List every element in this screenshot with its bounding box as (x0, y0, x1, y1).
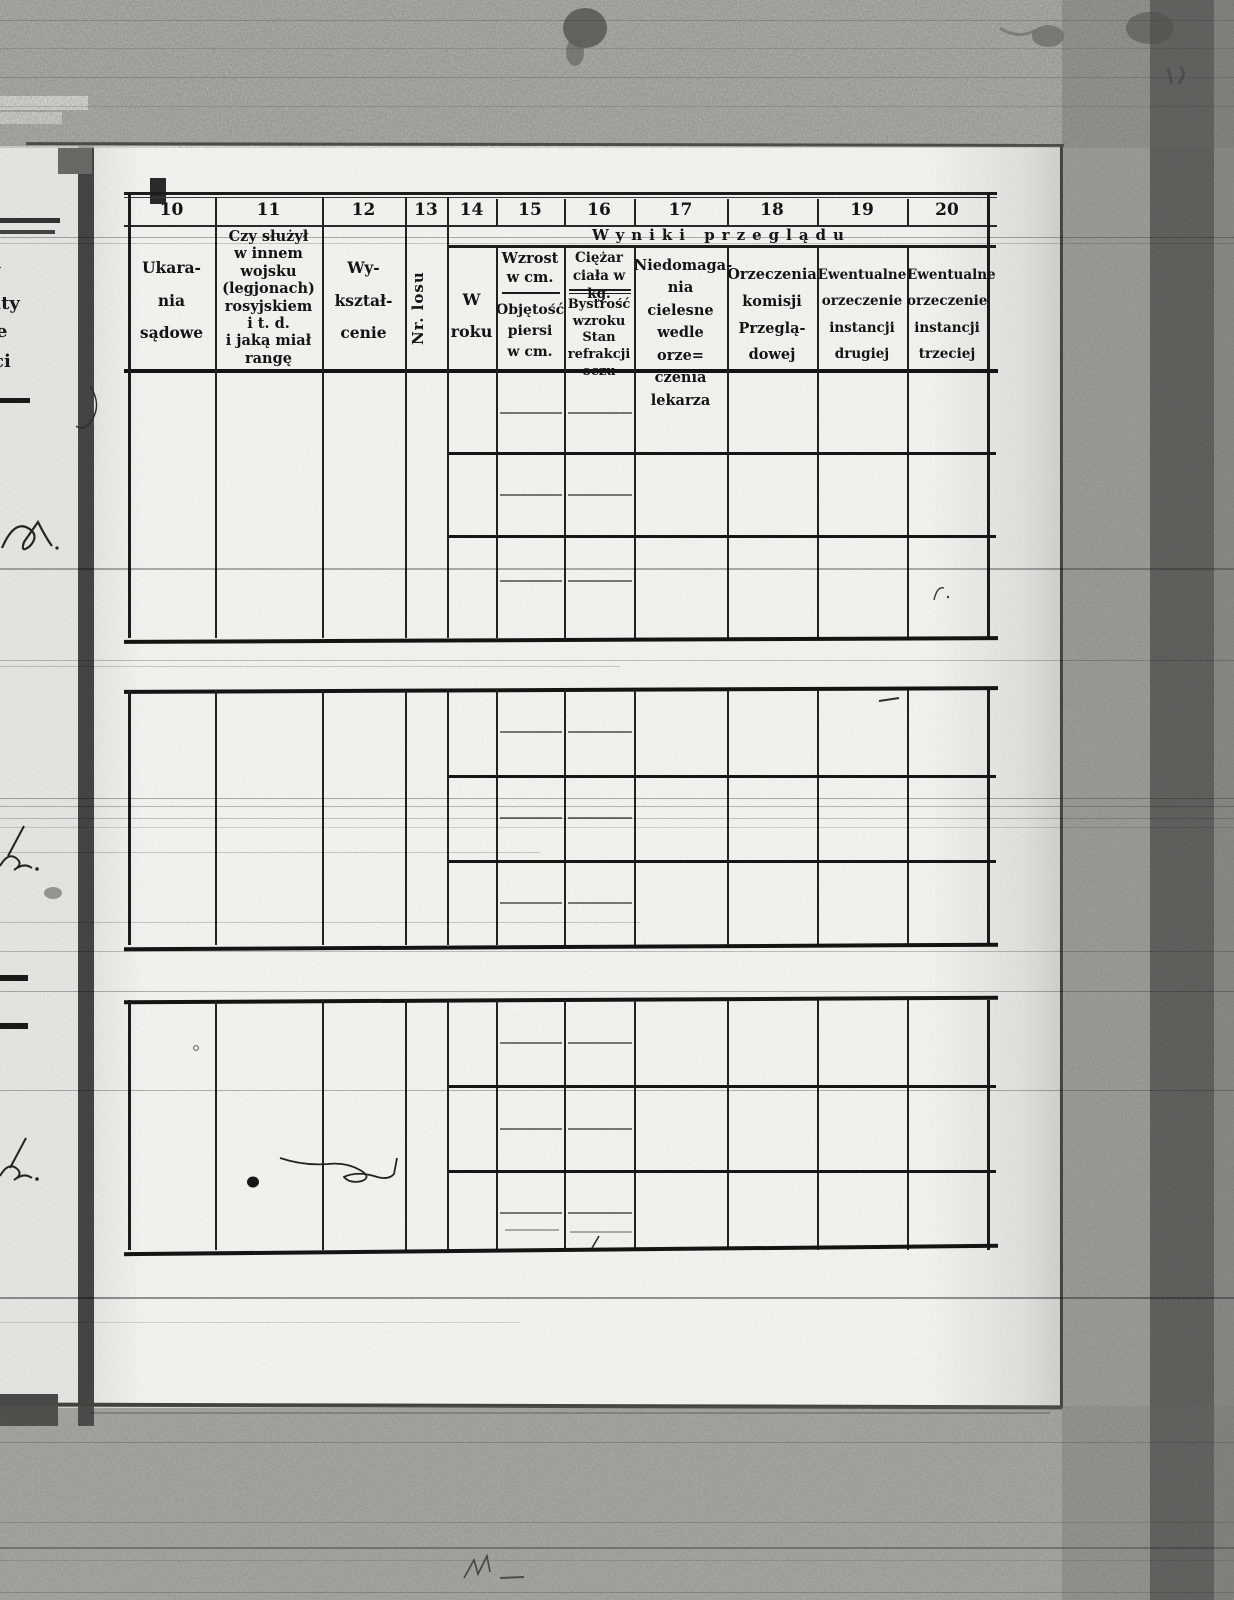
handwriting-dot (35, 1177, 39, 1181)
scan-artifact-line (0, 951, 1234, 952)
handwriting-mark (0, 1165, 33, 1181)
scan-artifact-line (0, 568, 1234, 570)
scan-artifact-line (0, 852, 540, 853)
small-pen-mark (933, 587, 945, 601)
top-right-marks (1166, 64, 1185, 86)
scan-artifact-line (0, 1560, 1234, 1561)
top-right-smudge (1126, 12, 1174, 44)
scan-artifact-line (0, 1090, 1234, 1091)
pen-squiggle (279, 1157, 398, 1183)
scan-artifact-line (0, 1547, 1234, 1549)
small-dash-mark (878, 697, 900, 702)
small-slash-mark (591, 1235, 600, 1249)
small-pen-dot (946, 595, 950, 599)
ink-blob (247, 1176, 259, 1188)
handwriting-dot (35, 867, 39, 871)
top-smudge (999, 26, 1037, 36)
scan-artifact-line (0, 20, 1234, 21)
gray-smudge (44, 887, 62, 899)
handwriting-mark (0, 855, 33, 871)
scan-artifact-line (0, 806, 1234, 807)
scan-artifact-line (0, 922, 640, 923)
faint-circle-mark (193, 1045, 199, 1051)
scan-artifact-line (0, 48, 1234, 49)
scan-artifact-line (0, 1442, 1234, 1443)
scan-artifact-line (0, 991, 1234, 992)
scan-artifact-line (0, 818, 1234, 819)
scan-artifact-line (0, 1322, 520, 1323)
scan-artifact-line (0, 77, 1234, 78)
scan-artifact-line (0, 106, 1234, 107)
handwriting-dot (55, 546, 59, 550)
pen-hook-mark (75, 385, 98, 429)
scan-artifact-line (0, 666, 620, 667)
scan-artifact-line (0, 1522, 1234, 1523)
handwriting-mark (0, 519, 53, 551)
scan-artifact-line (0, 1592, 1234, 1593)
top-smudge (566, 38, 584, 66)
scan-artifact-line (0, 827, 1234, 828)
handwriting-mark (9, 1137, 27, 1169)
top-smudge (1032, 25, 1064, 47)
scan-artifact-line (0, 660, 1234, 661)
scan-artifact-line (0, 243, 1234, 244)
scan-artifact-line (0, 1297, 1234, 1299)
bottom-dash (499, 1576, 525, 1579)
scan-artifact-line (0, 798, 1234, 799)
scan-artifact-line (0, 237, 1234, 238)
